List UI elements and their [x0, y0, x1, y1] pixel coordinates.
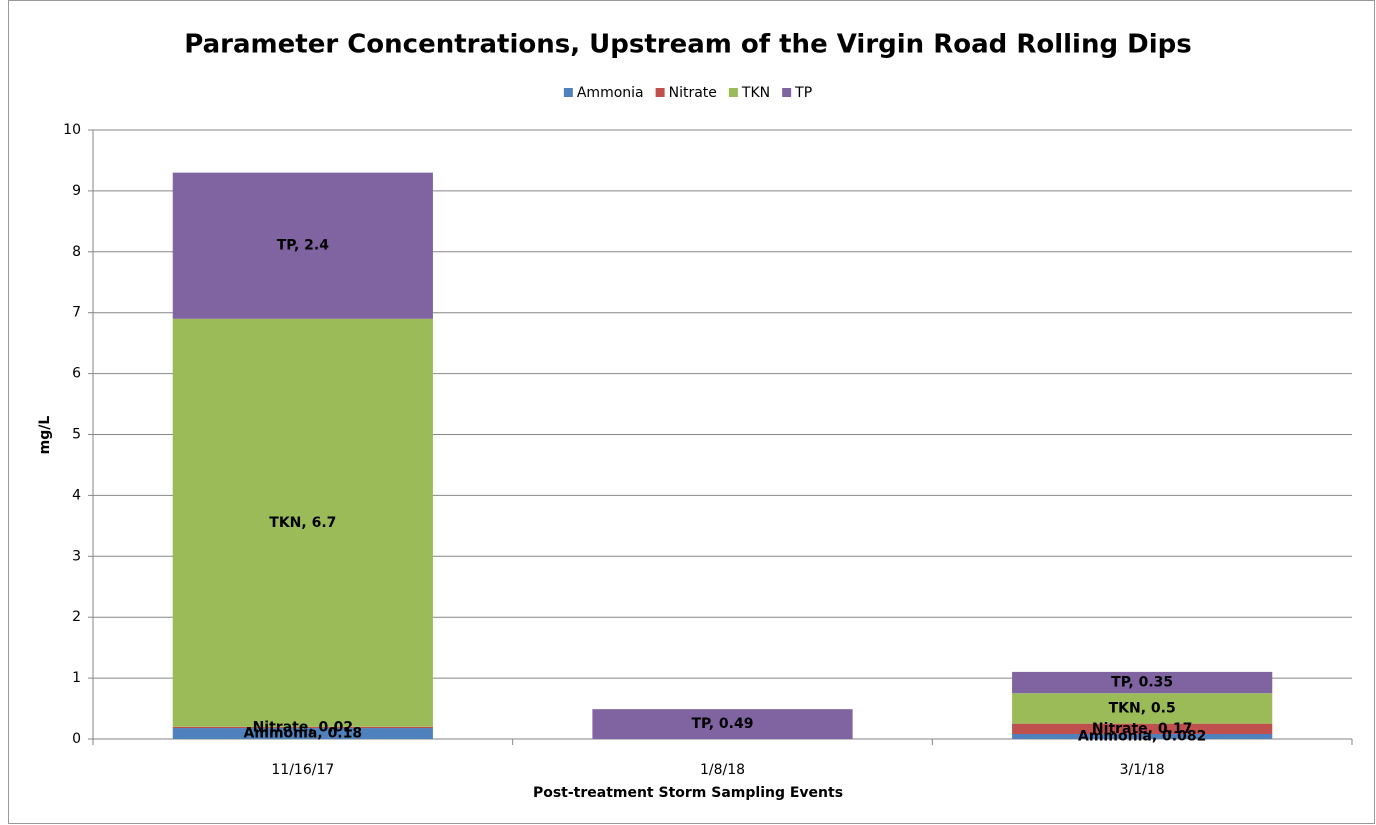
legend-swatch	[655, 88, 665, 97]
y-tick-label: 8	[72, 244, 81, 260]
x-tick-label: 3/1/18	[1120, 762, 1165, 778]
bar-segment	[172, 728, 433, 739]
data-label: TP, 0.49	[692, 716, 754, 732]
data-label: TP, 0.35	[1111, 675, 1173, 691]
chart-title: Parameter Concentrations, Upstream of th…	[184, 30, 1191, 60]
y-tick-label: 0	[72, 731, 81, 747]
data-label: Ammonia, 0.082	[1078, 729, 1206, 745]
legend-label: TKN	[741, 85, 770, 101]
legend-label: Ammonia	[577, 85, 644, 101]
y-tick-label: 10	[63, 122, 81, 138]
legend-swatch	[782, 88, 792, 97]
data-label: Ammonia, 0.18	[244, 726, 363, 742]
x-tick-label: 1/8/18	[700, 762, 745, 778]
legend-label: Nitrate	[669, 85, 717, 101]
data-label: TP, 2.4	[277, 238, 329, 254]
data-label: Nitrate, 0.02	[253, 719, 353, 735]
bar-segment	[1012, 723, 1273, 735]
bar-segment	[1012, 734, 1273, 739]
y-tick-label: 9	[72, 183, 81, 199]
data-label: TKN, 0.5	[1109, 700, 1176, 716]
data-label: TKN, 6.7	[269, 515, 336, 531]
legend-swatch	[563, 88, 573, 97]
bar-segment	[1012, 693, 1273, 724]
x-axis-title: Post-treatment Storm Sampling Events	[533, 785, 843, 801]
legend-swatch	[728, 88, 738, 97]
legend-label: TP	[794, 85, 812, 101]
y-tick-label: 5	[72, 427, 81, 443]
y-tick-label: 3	[72, 548, 81, 564]
bar-segment	[172, 172, 433, 319]
y-tick-label: 2	[72, 609, 81, 625]
bar-segment	[1012, 671, 1273, 694]
y-tick-label: 1	[72, 670, 81, 686]
y-tick-label: 4	[72, 487, 81, 503]
bar-segment	[592, 709, 853, 739]
bar-segment	[172, 318, 433, 727]
y-tick-label: 7	[72, 305, 81, 321]
y-tick-label: 6	[72, 366, 81, 382]
y-axis-title: mg/L	[37, 416, 53, 455]
data-label: Nitrate, 0.17	[1092, 721, 1192, 737]
x-tick-label: 11/16/17	[271, 762, 334, 778]
bar-segment	[172, 726, 433, 729]
legend: Ammonia Nitrate TKN TP	[563, 85, 812, 101]
